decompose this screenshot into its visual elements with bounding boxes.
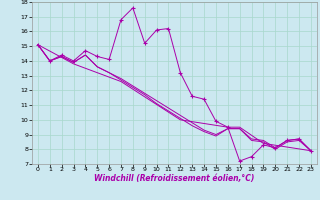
X-axis label: Windchill (Refroidissement éolien,°C): Windchill (Refroidissement éolien,°C) [94, 174, 255, 183]
